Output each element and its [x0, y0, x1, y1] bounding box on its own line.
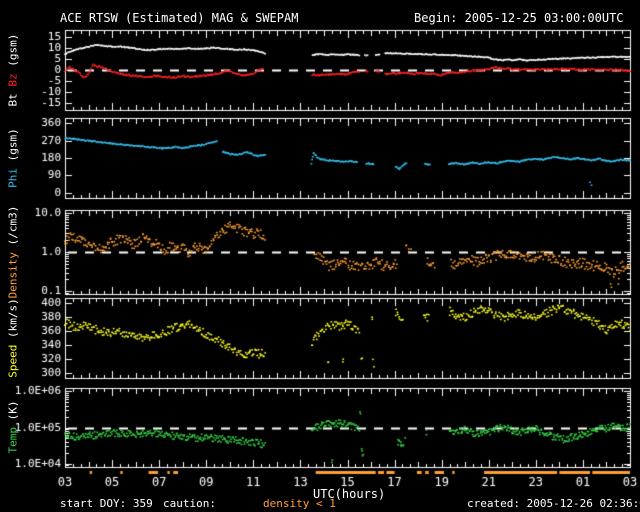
caution-label: caution:	[163, 497, 216, 510]
ylabel-bt: Bt	[6, 93, 20, 107]
ylabel-phi-text: Phi	[6, 167, 20, 188]
start-doy-label: start DOY: 359	[60, 497, 153, 510]
ylabel-temp-units: (K)	[6, 400, 20, 421]
begin-timestamp: Begin: 2005-12-25 03:00:00UTC	[414, 11, 624, 25]
ylabel-density-units: (/cm3)	[6, 205, 20, 246]
ylabel-temp-text: Temp	[6, 427, 20, 454]
ylabel-speed-text: Speed	[6, 344, 20, 378]
ylabel-density-text: Density	[6, 252, 20, 299]
ylabel-speed-units: (km/s)	[6, 298, 20, 338]
ylabel-bt-units: (gsm)	[6, 33, 20, 67]
x-axis-title: UTC(hours)	[313, 487, 386, 501]
created-timestamp: created: 2005-12-26 02:36:09UTC	[467, 497, 640, 510]
page-title: ACE RTSW (Estimated) MAG & SWEPAM	[60, 11, 299, 25]
ylabel-phi-units: (gsm)	[6, 128, 20, 162]
caution-value: density < 1	[263, 497, 336, 510]
ylabel-bz: Bz	[6, 73, 20, 87]
